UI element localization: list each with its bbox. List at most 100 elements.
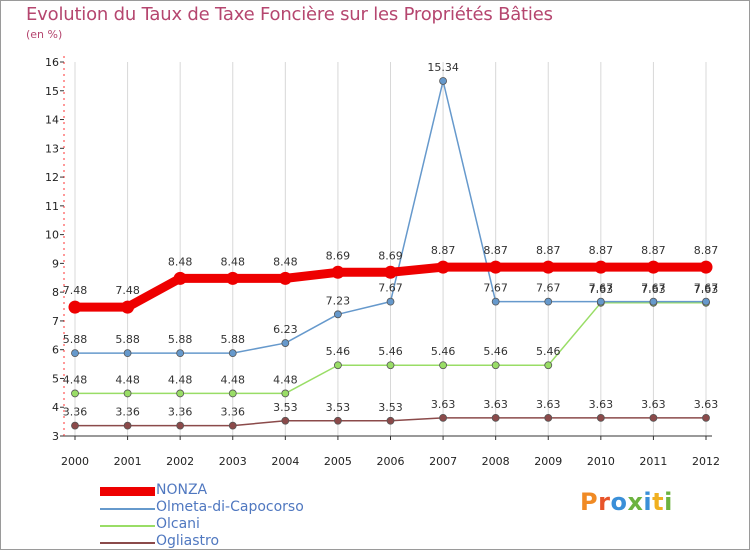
data-point (544, 297, 553, 306)
x-tick-label: 2005 (324, 455, 352, 468)
data-point (281, 389, 290, 398)
data-point (123, 349, 132, 358)
data-point (649, 297, 658, 306)
data-point (702, 413, 710, 422)
logo-letter: P (580, 488, 599, 516)
x-tick-label: 2011 (639, 455, 667, 468)
data-point (334, 310, 342, 319)
data-label: 7.67 (483, 282, 508, 295)
x-tick-label: 2004 (271, 455, 299, 468)
y-tick-label: 11 (45, 200, 59, 213)
y-tick-label: 8 (52, 286, 59, 299)
data-point (123, 421, 132, 430)
y-tick-label: 7 (52, 315, 59, 328)
data-point (384, 265, 397, 279)
data-label: 8.87 (483, 244, 508, 257)
data-label: 5.46 (483, 345, 508, 358)
data-point (226, 271, 240, 285)
data-label: 5.88 (168, 333, 193, 346)
data-point (596, 297, 605, 306)
data-label: 7.67 (641, 282, 666, 295)
data-label: 3.63 (483, 398, 508, 411)
data-point (228, 421, 237, 430)
data-label: 7.63 (641, 283, 666, 296)
data-label: 3.36 (63, 406, 88, 419)
data-point (173, 271, 187, 285)
data-label: 3.63 (589, 398, 614, 411)
data-label: 8.48 (221, 255, 246, 268)
data-label: 5.46 (326, 345, 351, 358)
data-label: 8.87 (694, 244, 719, 257)
data-point (491, 361, 500, 370)
data-point (439, 361, 447, 370)
data-label: 4.48 (63, 373, 88, 386)
data-label: 4.48 (168, 373, 193, 386)
data-point (121, 300, 135, 314)
data-label: 7.67 (694, 282, 719, 295)
data-label: 3.53 (378, 401, 403, 414)
chart-title: Evolution du Taux de Taxe Foncière sur l… (26, 4, 553, 25)
legend-label-olmeta: Olmeta-di-Capocorso (156, 499, 304, 515)
legend-swatch-olcani (100, 525, 155, 527)
data-point (491, 297, 500, 306)
y-tick-label: 4 (52, 401, 59, 414)
data-label: 5.46 (378, 345, 403, 358)
y-tick-label: 12 (45, 171, 59, 184)
data-point (544, 361, 553, 370)
data-point (646, 260, 660, 274)
logo-letter: i (664, 488, 673, 516)
data-label: 8.48 (168, 255, 193, 268)
data-point (334, 416, 342, 425)
legend-label-nonza: NONZA (156, 482, 208, 498)
data-label: 3.63 (536, 398, 561, 411)
legend-swatch-ogliastro (100, 542, 155, 544)
data-point (489, 260, 503, 274)
data-point (386, 416, 395, 425)
y-tick-label: 6 (52, 344, 59, 357)
data-label: 3.36 (168, 406, 193, 419)
y-tick-label: 15 (45, 85, 59, 98)
data-point (331, 265, 345, 279)
data-label: 8.69 (326, 249, 351, 262)
y-tick-label: 5 (52, 372, 59, 385)
y-tick-label: 16 (45, 56, 59, 69)
data-label: 8.87 (589, 244, 614, 257)
legend-label-olcani: Olcani (156, 516, 200, 532)
data-point (541, 260, 555, 274)
x-tick-label: 2003 (219, 455, 247, 468)
data-point (649, 413, 658, 422)
data-point (71, 389, 79, 398)
data-label: 7.23 (326, 294, 351, 307)
legend-swatch-nonza (100, 487, 155, 496)
y-tick-label: 13 (45, 142, 59, 155)
data-label: 7.63 (589, 283, 614, 296)
data-label: 3.53 (273, 401, 298, 414)
data-point (281, 339, 290, 347)
data-label: 15.34 (427, 61, 459, 74)
data-label: 7.67 (589, 282, 614, 295)
data-point (71, 349, 79, 358)
y-tick-label: 10 (45, 229, 59, 242)
data-label: 7.67 (378, 282, 403, 295)
data-label: 3.36 (221, 406, 246, 419)
data-label: 5.46 (431, 345, 456, 358)
x-tick-label: 2007 (429, 455, 457, 468)
data-point (281, 416, 290, 425)
data-label: 7.63 (694, 283, 719, 296)
logo-letter: t (652, 488, 665, 516)
data-label: 8.48 (273, 255, 298, 268)
data-label: 5.88 (221, 333, 246, 346)
x-tick-label: 2002 (166, 455, 194, 468)
data-point (176, 389, 185, 398)
data-label: 7.48 (115, 284, 140, 297)
x-tick-label: 2006 (377, 455, 405, 468)
data-label: 4.48 (273, 373, 298, 386)
data-point (386, 297, 395, 306)
data-label: 7.67 (536, 282, 561, 295)
data-label: 4.48 (115, 373, 140, 386)
data-label: 8.87 (431, 244, 456, 257)
legend-label-ogliastro: Ogliastro (156, 533, 220, 549)
data-label: 3.53 (326, 401, 351, 414)
data-point (71, 421, 79, 430)
data-label: 3.63 (641, 398, 666, 411)
